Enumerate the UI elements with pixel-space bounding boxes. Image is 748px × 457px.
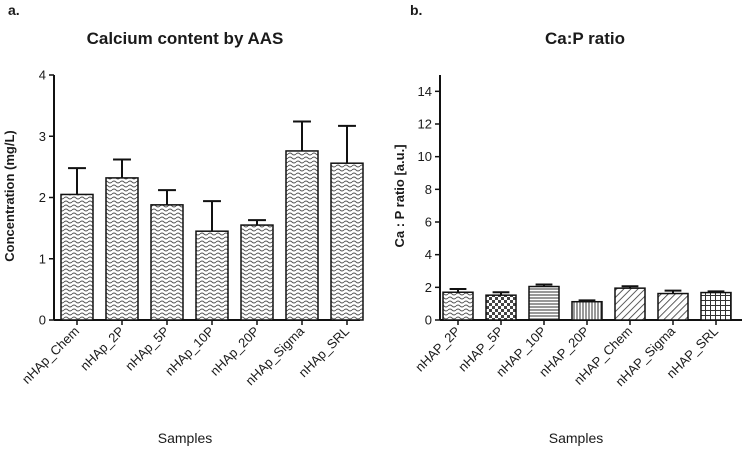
chart-b-ytick-label: 4 <box>425 247 432 262</box>
chart-a-category-label: nHAp_Chem <box>19 324 82 387</box>
chart-a-bar <box>105 177 139 321</box>
chart-a-bar <box>60 193 94 321</box>
chart-b-ytick-label: 2 <box>425 280 432 295</box>
chart-a-ylabel: Concentration (mg/L) <box>2 130 17 261</box>
chart-a-category-label: nHAp_2P <box>77 324 127 374</box>
chart-b-xlabel: Samples <box>549 430 603 446</box>
chart-a-ytick-label: 1 <box>39 251 46 266</box>
chart-b-bar <box>571 300 603 321</box>
chart-a-bar <box>150 204 184 321</box>
chart-b-ytick-label: 14 <box>418 84 432 99</box>
chart-a-ytick-label: 4 <box>39 68 46 83</box>
chart-a-ytick-label: 3 <box>39 129 46 144</box>
chart-b-bar <box>657 292 689 321</box>
chart-a-bar <box>195 230 229 321</box>
chart-b-bar <box>442 291 474 321</box>
panel-a-letter: a. <box>8 2 20 18</box>
chart-b-ytick-label: 10 <box>418 149 432 164</box>
chart-a: 01234nHAp_ChemnHAp_2PnHAp_5PnHAp_10PnHAp… <box>19 68 364 388</box>
chart-a-title: Calcium content by AAS <box>87 29 284 48</box>
chart-b-ytick-label: 8 <box>425 182 432 197</box>
chart-a-xlabel: Samples <box>158 430 212 446</box>
chart-b-category-label: nHAP_2P <box>412 324 463 375</box>
chart-a-ytick-label: 0 <box>39 313 46 328</box>
chart-a-bar <box>285 150 319 321</box>
chart-b-bar <box>485 294 517 321</box>
chart-b-ylabel: Ca : P ratio [a.u.] <box>392 144 407 247</box>
chart-a-bar <box>330 162 364 321</box>
chart-b-title: Ca:P ratio <box>545 29 625 48</box>
chart-b: 02468101214nHAP_2PnHAP_5PnHAP_10PnHAP_20… <box>412 75 742 389</box>
chart-a-ytick-label: 2 <box>39 190 46 205</box>
chart-b-ytick-label: 12 <box>418 117 432 132</box>
panel-b-letter: b. <box>410 2 422 18</box>
chart-b-bar <box>614 287 646 321</box>
chart-b-bar <box>700 291 732 321</box>
chart-b-bar <box>528 285 560 321</box>
chart-b-ytick-label: 0 <box>425 313 432 328</box>
chart-a-bar <box>240 224 274 321</box>
chart-b-ytick-label: 6 <box>425 215 432 230</box>
